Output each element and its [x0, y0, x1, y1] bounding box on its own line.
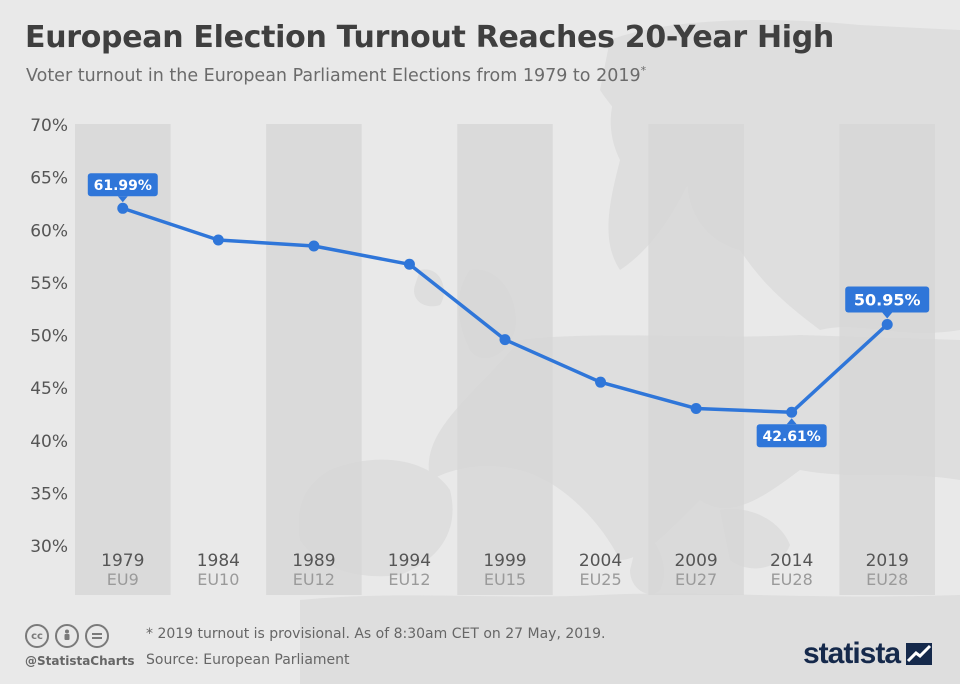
y-tick-label: 40% [30, 432, 68, 452]
x-sublabel: EU12 [388, 570, 430, 589]
data-point [499, 334, 511, 346]
x-sublabel: EU28 [771, 570, 813, 589]
data-label-box [756, 424, 827, 448]
data-point [786, 406, 798, 418]
y-tick-label: 45% [30, 379, 68, 399]
data-point [881, 319, 893, 331]
statista-logo-icon [906, 643, 933, 665]
x-tick-label: 1994 [388, 551, 431, 571]
y-tick-label: 60% [30, 221, 68, 241]
source-note: Source: European Parliament [146, 652, 350, 668]
subtitle-text: Voter turnout in the European Parliament… [26, 65, 641, 86]
data-label-box [87, 173, 158, 197]
y-tick-label: 50% [30, 327, 68, 347]
data-label-text: 42.61% [763, 429, 821, 445]
data-label-pointer [786, 418, 797, 425]
x-tick-label: 1979 [101, 551, 144, 571]
person-icon [55, 624, 79, 648]
brand-wordmark: statista [803, 637, 901, 670]
social-handle[interactable]: @StatistaCharts [25, 654, 135, 668]
data-label-text: 50.95% [854, 290, 921, 309]
equals-icon [85, 624, 109, 648]
data-label: 61.99% [87, 173, 158, 203]
data-label: 50.95% [845, 286, 930, 319]
license-icons: cc [25, 624, 109, 648]
data-label: 42.61% [756, 418, 827, 448]
chart-title: European Election Turnout Reaches 20-Yea… [25, 20, 834, 55]
column-band [457, 124, 553, 595]
data-point [690, 402, 702, 414]
x-tick-label: 1984 [197, 551, 240, 571]
data-point [308, 240, 320, 252]
y-tick-label: 70% [30, 116, 68, 136]
y-tick-label: 30% [30, 537, 68, 557]
data-point [403, 258, 415, 270]
x-sublabel: EU12 [293, 570, 335, 589]
data-label-pointer [882, 312, 893, 319]
x-tick-label: 1999 [483, 551, 526, 571]
x-sublabel: EU9 [107, 570, 139, 589]
statista-logo[interactable]: statista [803, 637, 933, 671]
x-tick-label: 2004 [579, 551, 622, 571]
data-label-pointer [117, 196, 128, 203]
cc-icon: cc [25, 624, 49, 648]
y-tick-label: 55% [30, 274, 68, 294]
data-point [595, 376, 607, 388]
x-tick-label: 2009 [674, 551, 717, 571]
data-label-text: 61.99% [94, 178, 152, 194]
x-tick-label: 2014 [770, 551, 813, 571]
data-point [117, 202, 129, 214]
data-label-box [845, 286, 930, 313]
subtitle-footnote-marker: * [640, 64, 647, 77]
x-sublabel: EU10 [197, 570, 239, 589]
x-sublabel: EU15 [484, 570, 526, 589]
y-tick-label: 65% [30, 169, 68, 189]
chart-subtitle: Voter turnout in the European Parliament… [26, 64, 646, 86]
x-sublabel: EU28 [866, 570, 908, 589]
column-band [648, 124, 744, 595]
column-band [75, 124, 171, 595]
data-point [212, 234, 224, 246]
x-sublabel: EU27 [675, 570, 717, 589]
column-band [266, 124, 362, 595]
footnote: * 2019 turnout is provisional. As of 8:3… [146, 626, 606, 642]
column-band [839, 124, 935, 595]
x-tick-label: 2019 [866, 551, 909, 571]
x-tick-label: 1989 [292, 551, 335, 571]
y-tick-label: 35% [30, 484, 68, 504]
x-sublabel: EU25 [579, 570, 621, 589]
